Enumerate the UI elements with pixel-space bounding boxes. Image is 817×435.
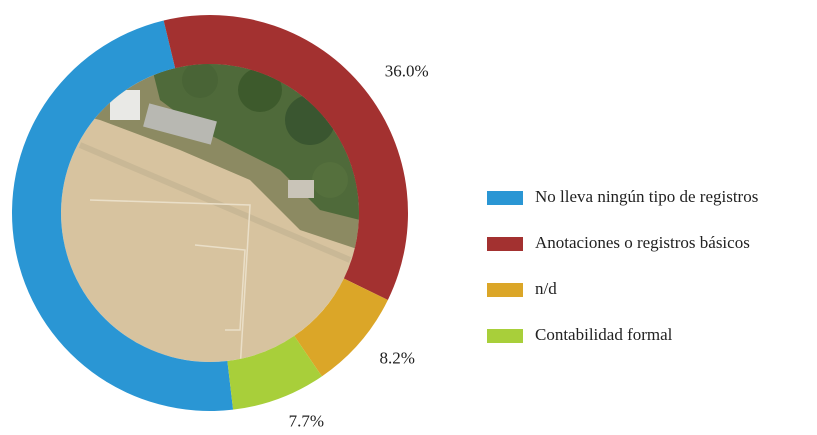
- pie-slice: [227, 335, 322, 410]
- legend-swatch: [487, 283, 523, 297]
- pie-slice: [294, 278, 388, 377]
- value-label: 7.7%: [289, 412, 324, 431]
- value-label: 8.2%: [380, 348, 415, 367]
- value-label: 36.0%: [385, 62, 429, 81]
- legend-swatch: [487, 191, 523, 205]
- legend-label: Anotaciones o registros básicos: [535, 233, 750, 252]
- pie-slice: [11, 20, 234, 411]
- legend-label: Contabilidad formal: [535, 325, 673, 344]
- pie-slice: [163, 14, 408, 300]
- legend-swatch: [487, 237, 523, 251]
- legend-swatch: [487, 329, 523, 343]
- legend-label: No lleva ningún tipo de registros: [535, 187, 758, 206]
- legend-label: n/d: [535, 279, 557, 298]
